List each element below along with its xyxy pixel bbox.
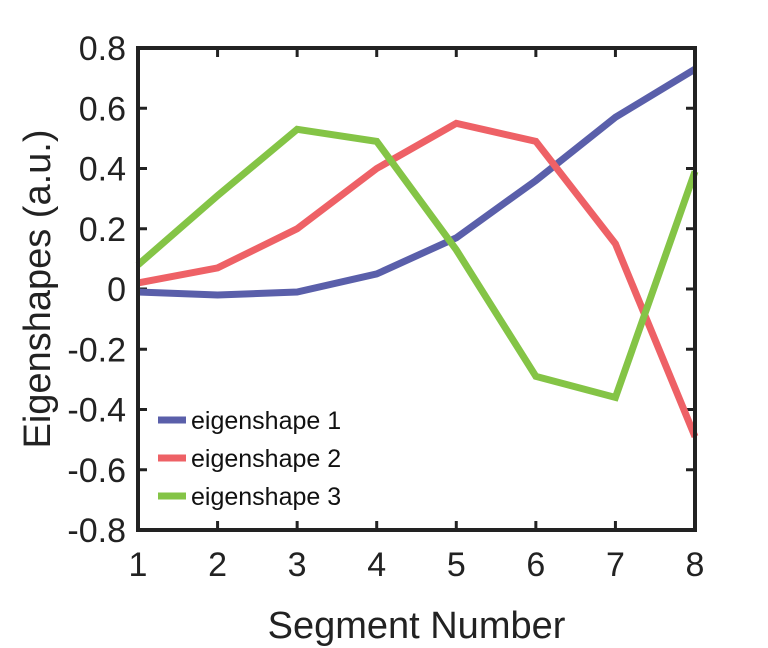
y-tick-label: 0.8: [79, 30, 126, 68]
x-tick-labels: 1 2 3 4 5 6 7 8: [129, 546, 705, 584]
x-tick-label: 1: [129, 546, 148, 584]
y-axis-label: Eigenshapes (a.u.): [17, 130, 59, 449]
series-line-eigenshape-2: [137, 119, 699, 438]
y-tick-label: -0.4: [67, 392, 126, 430]
x-tick-label: 5: [447, 546, 466, 584]
legend: eigenshape 1 eigenshape 2 eigenshape 3: [158, 407, 341, 511]
x-tick-label: 6: [526, 546, 545, 584]
y-tick-label: -0.2: [67, 331, 126, 369]
series-line-eigenshape-3: [135, 125, 699, 402]
y-tick-labels: 0.8 0.6 0.4 0.2 0 -0.2 -0.4 -0.6 -0.8: [67, 30, 126, 550]
x-tick-label: 3: [288, 546, 307, 584]
legend-label: eigenshape 3: [191, 483, 341, 511]
y-tick-label: 0.6: [79, 90, 126, 128]
plot-frame: [136, 46, 697, 532]
x-tick-label: 8: [686, 546, 705, 584]
y-tick-label: -0.6: [67, 452, 126, 490]
legend-label: eigenshape 2: [191, 445, 341, 473]
series-line-eigenshape-1: [137, 66, 697, 299]
series-lines: [135, 66, 699, 438]
y-tick-label: -0.8: [67, 512, 126, 550]
y-tick-label: 0.2: [79, 211, 126, 249]
x-axis-label: Segment Number: [268, 605, 566, 647]
y-tick-label: 0: [107, 271, 126, 309]
legend-item: eigenshape 3: [158, 483, 341, 511]
legend-item: eigenshape 2: [158, 445, 341, 473]
legend-label: eigenshape 1: [191, 407, 341, 435]
legend-item: eigenshape 1: [158, 407, 341, 435]
x-tick-label: 4: [367, 546, 386, 584]
x-tick-label: 7: [606, 546, 625, 584]
x-tick-label: 2: [208, 546, 227, 584]
y-tick-label: 0.4: [79, 151, 126, 189]
